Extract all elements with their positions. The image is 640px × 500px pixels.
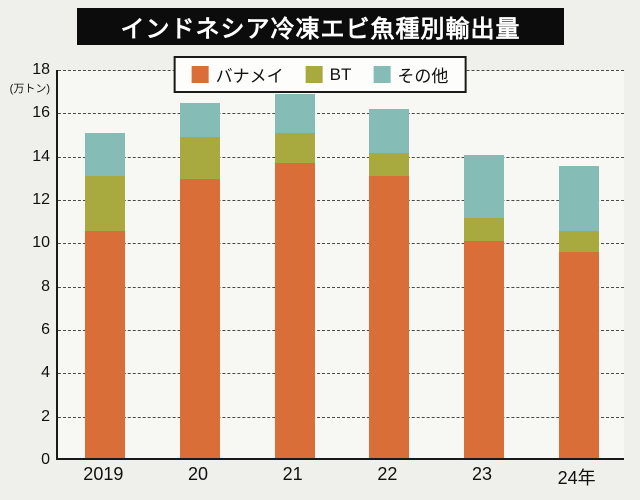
legend-label: その他: [397, 67, 449, 86]
bar-group-24年: [558, 165, 599, 458]
y-tick-label: 2: [41, 407, 50, 425]
x-tick-label: 2019: [83, 464, 124, 484]
bar-segment-バナメイ: [369, 176, 410, 458]
y-unit-label: (万トン): [9, 83, 50, 95]
bar-segment-バナメイ: [558, 252, 599, 458]
gridline: [58, 200, 624, 201]
bar-segment-バナメイ: [180, 178, 220, 458]
x-tick-label: 20: [187, 464, 209, 484]
x-axis: 2019 20 21 22 23 24年: [56, 464, 624, 490]
bar-segment-その他: [369, 109, 410, 153]
bar-segment-BT: [180, 137, 220, 179]
y-tick-label: 16: [32, 104, 50, 122]
x-tick-label: 24年: [557, 468, 596, 488]
x-tick-label: 23: [471, 464, 493, 484]
bar-segment-バナメイ: [85, 230, 126, 458]
bar-group-23: [464, 154, 504, 458]
bar-segment-BT: [369, 152, 410, 177]
bar-group-22: [369, 109, 410, 458]
gridline: [58, 156, 624, 158]
chart-title: インドネシア冷凍エビ魚種別輸出量: [77, 8, 564, 45]
bar-segment-その他: [464, 154, 504, 218]
y-tick-label: 6: [41, 321, 50, 338]
bar-segment-BT: [558, 230, 599, 253]
legend-label: BT: [329, 64, 352, 84]
gridline: [58, 373, 624, 375]
gridline: [58, 416, 624, 418]
y-tick-label: 0: [41, 451, 50, 468]
x-tick-label: 21: [282, 464, 303, 484]
bar-group-2019: [85, 133, 126, 458]
y-tick-label: 10: [32, 234, 50, 252]
y-tick-label: 14: [32, 147, 50, 165]
bar-segment-バナメイ: [464, 241, 504, 458]
legend-item-BT: BT: [305, 64, 352, 85]
y-axis: 0 2 4 6 8 10 12 14 16 18 (万トン): [0, 61, 50, 468]
bar-group-20: [180, 102, 220, 458]
legend-item-その他: その他: [373, 62, 448, 87]
bar-segment-BT: [464, 217, 504, 242]
plot-area: [56, 70, 624, 460]
legend-swatch: [191, 66, 209, 83]
y-tick-label: 12: [32, 191, 50, 208]
gridline: [58, 243, 624, 245]
bar-segment-その他: [85, 133, 126, 177]
gridline: [58, 113, 624, 115]
bar-segment-BT: [274, 133, 315, 164]
x-tick-label: 22: [377, 464, 398, 484]
gridline: [58, 330, 624, 331]
bar-segment-バナメイ: [274, 163, 315, 458]
bar-segment-BT: [85, 176, 126, 231]
bar-segment-その他: [274, 94, 315, 134]
gridline: [58, 286, 624, 288]
legend: バナメイ BT その他: [173, 56, 467, 93]
legend-label: バナメイ: [215, 67, 284, 86]
legend-swatch: [373, 66, 391, 83]
bar-segment-その他: [180, 102, 220, 138]
y-tick-label: 4: [41, 364, 50, 382]
y-tick-label: 8: [41, 277, 50, 295]
bar-group-21: [274, 94, 315, 458]
legend-item-バナメイ: バナメイ: [191, 62, 284, 87]
y-tick-label: 18: [32, 61, 50, 78]
bar-segment-その他: [558, 165, 599, 231]
legend-swatch: [305, 66, 323, 83]
